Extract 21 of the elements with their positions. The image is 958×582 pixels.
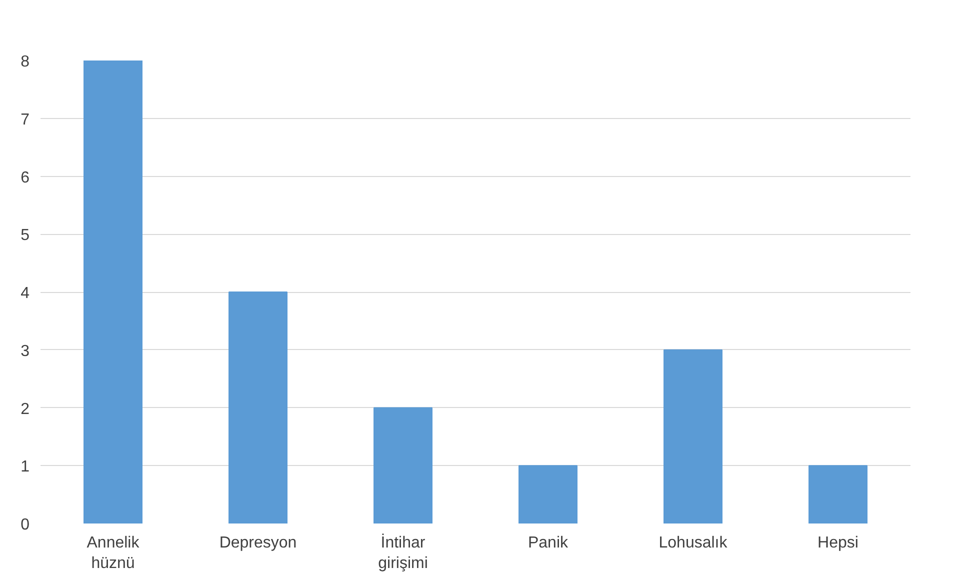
- x-tick-label: Annelik hüznü: [86, 534, 140, 572]
- y-tick-label: 6: [20, 169, 30, 186]
- y-tick-label: 2: [20, 400, 30, 418]
- bar: [84, 60, 142, 524]
- x-tick-label: İntihar girişimi: [378, 534, 428, 572]
- bar: [374, 407, 432, 524]
- bar: [664, 349, 722, 524]
- bar: [228, 292, 288, 524]
- y-tick-label: 5: [20, 227, 30, 244]
- x-tick-label: Hepsi: [818, 534, 858, 552]
- y-tick-label: 0: [20, 516, 30, 534]
- bar: [518, 465, 578, 524]
- y-tick-label: 7: [20, 111, 30, 128]
- x-tick-label: Depresyon: [219, 534, 297, 552]
- x-tick-label: Panik: [528, 534, 570, 552]
- bar: [808, 465, 868, 524]
- y-tick-label: 1: [20, 458, 30, 476]
- x-tick-label: Lohusalık: [658, 534, 728, 552]
- y-tick-label: 8: [20, 54, 30, 70]
- y-tick-label: 3: [20, 342, 30, 360]
- y-tick-label: 4: [20, 285, 30, 302]
